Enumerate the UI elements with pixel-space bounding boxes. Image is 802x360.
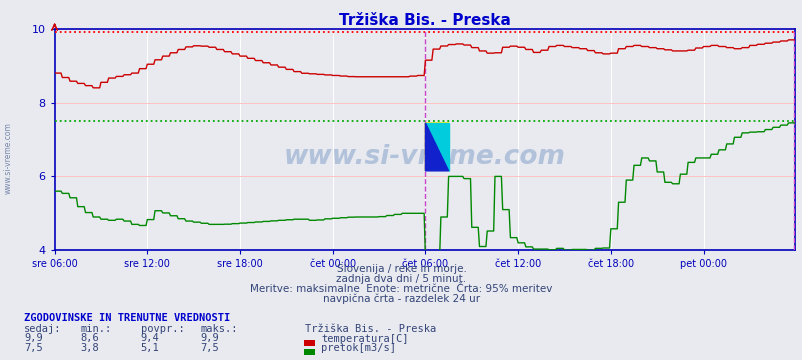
- Polygon shape: [425, 123, 448, 171]
- Text: 8,6: 8,6: [80, 333, 99, 343]
- Text: 9,4: 9,4: [140, 333, 159, 343]
- Polygon shape: [425, 123, 448, 171]
- Text: 5,1: 5,1: [140, 343, 159, 353]
- Text: sedaj:: sedaj:: [24, 324, 62, 334]
- Text: ZGODOVINSKE IN TRENUTNE VREDNOSTI: ZGODOVINSKE IN TRENUTNE VREDNOSTI: [24, 313, 230, 323]
- Text: 9,9: 9,9: [24, 333, 43, 343]
- Text: pretok[m3/s]: pretok[m3/s]: [321, 343, 395, 354]
- Text: 7,5: 7,5: [200, 343, 219, 353]
- Text: Meritve: maksimalne  Enote: metrične  Črta: 95% meritev: Meritve: maksimalne Enote: metrične Črta…: [250, 284, 552, 294]
- Text: povpr.:: povpr.:: [140, 324, 184, 334]
- Text: www.si-vreme.com: www.si-vreme.com: [283, 144, 565, 170]
- Text: Slovenija / reke in morje.: Slovenija / reke in morje.: [336, 264, 466, 274]
- Text: temperatura[C]: temperatura[C]: [321, 334, 408, 344]
- Polygon shape: [425, 123, 448, 171]
- Text: navpična črta - razdelek 24 ur: navpična črta - razdelek 24 ur: [322, 293, 480, 304]
- Text: zadnja dva dni / 5 minut.: zadnja dva dni / 5 minut.: [336, 274, 466, 284]
- Text: 3,8: 3,8: [80, 343, 99, 353]
- Text: min.:: min.:: [80, 324, 111, 334]
- Text: Tržiška Bis. - Preska: Tržiška Bis. - Preska: [305, 324, 435, 334]
- Text: www.si-vreme.com: www.si-vreme.com: [3, 122, 13, 194]
- Text: 7,5: 7,5: [24, 343, 43, 353]
- Text: maks.:: maks.:: [200, 324, 238, 334]
- Text: 9,9: 9,9: [200, 333, 219, 343]
- Title: Tržiška Bis. - Preska: Tržiška Bis. - Preska: [338, 13, 510, 28]
